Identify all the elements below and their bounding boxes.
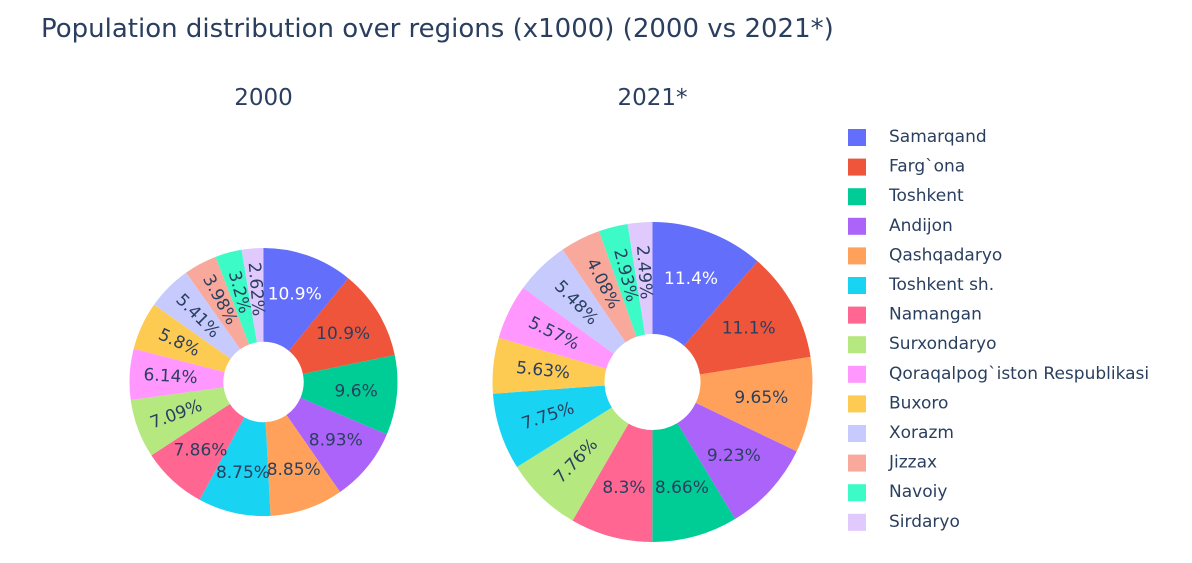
legend-swatch (848, 277, 866, 294)
legend-label: Farg`ona (889, 157, 965, 177)
legend-label: Andijon (889, 216, 953, 236)
pie-slice-2021-xorazm[interactable] (523, 249, 626, 354)
pie-slice-2000-namangan[interactable] (151, 404, 245, 500)
legend-item-buxoro[interactable]: Buxoro (848, 393, 948, 413)
pie-slice-2021-sirdaryo[interactable] (627, 222, 653, 335)
legend-label: Qashqadaryo (889, 245, 1002, 265)
pie-slice-2021-qoraqalpog-iston-respublikasi[interactable] (498, 287, 614, 369)
pie-label-2000-namangan: 7.86% (173, 440, 227, 460)
legend-item-qashqadaryo[interactable]: Qashqadaryo (848, 245, 1002, 265)
pie-slice-2021-toshkent[interactable] (652, 423, 736, 542)
pie-2000: 10.9%10.9%9.6%8.93%8.85%8.75%7.86%7.09%6… (129, 248, 398, 517)
legend-swatch (848, 158, 866, 176)
pie-slice-2021-toshkent-sh[interactable] (492, 385, 612, 468)
legend-label: Buxoro (889, 393, 948, 413)
pie-slice-2021-jizzax[interactable] (562, 231, 637, 343)
pie-slice-2021-buxoro[interactable] (492, 337, 607, 394)
legend-swatch (848, 395, 866, 413)
legend-item-farg-ona[interactable]: Farg`ona (848, 157, 965, 177)
legend-label: Samarqand (889, 127, 987, 147)
pie-slice-2000-xorazm[interactable] (154, 272, 241, 359)
legend-swatch (848, 188, 866, 206)
legend-item-toshkent[interactable]: Toshkent (848, 186, 964, 206)
legend-label: Toshkent (888, 186, 964, 206)
pie-2000-subtitle: 2000 (234, 85, 293, 111)
pie-slice-2000-sirdaryo[interactable] (241, 248, 264, 343)
legend-label: Namangan (889, 305, 982, 325)
legend-label: Xorazm (889, 423, 954, 443)
legend-swatch (848, 425, 866, 442)
legend-item-navoiy[interactable]: Navoiy (848, 482, 947, 502)
pie-label-2021-toshkent: 8.66% (655, 478, 709, 498)
pie-slice-2000-qashqadaryo[interactable] (265, 414, 341, 516)
legend-item-sirdaryo[interactable]: Sirdaryo (848, 512, 960, 532)
pie-slice-2021-qashqadaryo[interactable] (695, 356, 813, 452)
legend-item-xorazm[interactable]: Xorazm (848, 423, 954, 443)
pie-slice-2000-farg-ona[interactable] (288, 278, 395, 374)
chart-title: Population distribution over regions (x1… (41, 14, 834, 44)
pie-label-2000-sirdaryo: 2.62% (244, 261, 268, 316)
pie-label-2000-toshkent: 9.6% (335, 381, 378, 401)
pie-slice-2021-surxondaryo[interactable] (516, 407, 629, 521)
legend-item-qoraqalpog-iston-respublikasi[interactable]: Qoraqalpog`iston Respublikasi (848, 364, 1149, 384)
pie-slice-2000-andijon[interactable] (286, 397, 387, 492)
legend-item-namangan[interactable]: Namangan (848, 305, 982, 325)
pie-label-2021-sirdaryo: 2.49% (632, 245, 656, 300)
legend-label: Jizzax (888, 453, 937, 473)
pie-label-2021-farg-ona: 11.1% (722, 319, 776, 339)
legend-swatch (848, 336, 866, 354)
legend[interactable]: Samarqand Farg`ona Toshkent Andijon Qashqada… (848, 127, 1149, 532)
pie-2021-subtitle: 2021* (617, 85, 687, 111)
legend-item-samarqand[interactable]: Samarqand (848, 127, 987, 147)
pie-slice-2000-samarqand[interactable] (263, 248, 349, 351)
pie-label-2000-qashqadaryo: 8.85% (267, 460, 321, 480)
pie-label-2000-andijon: 8.93% (309, 431, 363, 451)
pie-slice-2000-jizzax[interactable] (186, 256, 250, 350)
pie-label-2021-namangan: 8.3% (602, 478, 645, 498)
pie-label-2021-samarqand: 11.4% (664, 269, 718, 289)
pie-label-2000-farg-ona: 10.9% (316, 324, 370, 344)
pie-slice-2021-andijon[interactable] (677, 402, 797, 520)
pie-label-2021-qashqadaryo: 9.65% (734, 388, 788, 408)
pie-slice-2000-toshkent-sh[interactable] (199, 417, 271, 517)
legend-label: Toshkent sh. (888, 275, 994, 295)
legend-swatch (848, 484, 866, 502)
pie-label-2000-qoraqalpog-iston-respublikasi: 6.14% (143, 365, 198, 388)
legend-swatch (848, 247, 866, 265)
pie-slice-2021-navoiy[interactable] (599, 223, 646, 337)
pie-slice-2021-namangan[interactable] (572, 423, 653, 542)
pie-label-2000-samarqand: 10.9% (268, 284, 322, 304)
legend-swatch (848, 129, 866, 146)
legend-label: Navoiy (889, 482, 947, 502)
pie-slice-2021-samarqand[interactable] (652, 222, 758, 346)
pie-2021: 11.4%11.1%9.65%9.23%8.66%8.3%7.76%7.75%5… (492, 222, 813, 542)
legend-swatch (848, 454, 866, 472)
pie-slice-2000-navoiy[interactable] (215, 249, 257, 345)
legend-item-andijon[interactable]: Andijon (848, 216, 953, 236)
legend-item-surxondaryo[interactable]: Surxondaryo (848, 334, 996, 354)
legend-swatch (848, 217, 866, 235)
pie-slice-2021-farg-ona[interactable] (684, 261, 811, 375)
legend-item-jizzax[interactable]: Jizzax (848, 453, 937, 473)
legend-label: Sirdaryo (889, 512, 960, 532)
pie-slice-2000-surxondaryo[interactable] (130, 387, 230, 456)
legend-label: Surxondaryo (889, 334, 996, 354)
pie-label-2021-andijon: 9.23% (707, 446, 761, 466)
pie-label-2000-toshkent-sh: 8.75% (216, 463, 270, 483)
legend-item-toshkent-sh[interactable]: Toshkent sh. (848, 275, 994, 295)
pie-slice-2000-buxoro[interactable] (133, 304, 231, 373)
pie-slice-2000-toshkent[interactable] (300, 355, 398, 435)
legend-swatch (848, 365, 866, 383)
legend-swatch (848, 513, 866, 531)
legend-label: Qoraqalpog`iston Respublikasi (889, 364, 1149, 384)
pie-slice-2000-qoraqalpog-iston-respublikasi[interactable] (129, 348, 225, 400)
legend-swatch (848, 306, 866, 324)
